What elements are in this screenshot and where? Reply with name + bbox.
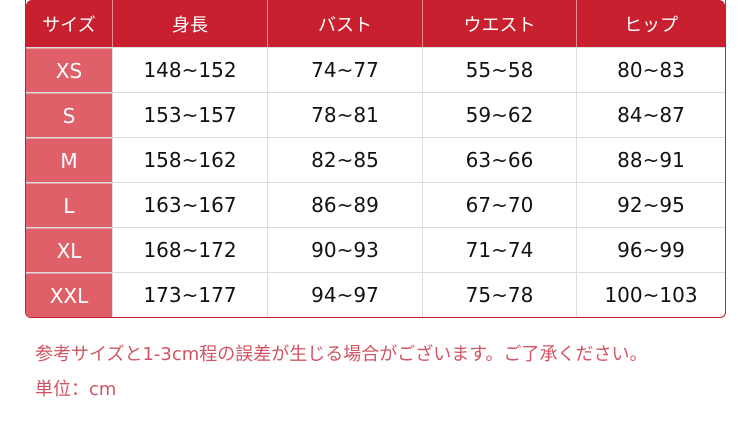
cell-bust: 82~85 [267, 138, 422, 182]
cell-height: 148~152 [112, 48, 267, 92]
table-header-row: サイズ 身長 バスト ウエスト ヒップ [26, 0, 725, 47]
disclaimer-note: 参考サイズと1-3cm程の誤差が生じる場合がございます。ご了承ください。 [35, 344, 648, 365]
cell-waist: 67~70 [422, 183, 576, 227]
unit-note: 単位：cm [35, 379, 117, 400]
header-waist: ウエスト [422, 0, 576, 47]
header-height: 身長 [112, 0, 267, 47]
cell-hip: 80~83 [576, 48, 725, 92]
cell-size: XXL [26, 273, 112, 317]
cell-bust: 74~77 [267, 48, 422, 92]
cell-bust: 78~81 [267, 93, 422, 137]
header-hip: ヒップ [576, 0, 725, 47]
cell-bust: 94~97 [267, 273, 422, 317]
table-row: XS 148~152 74~77 55~58 80~83 [26, 47, 725, 92]
header-bust: バスト [267, 0, 422, 47]
cell-size: XL [26, 228, 112, 272]
table-row: L 163~167 86~89 67~70 92~95 [26, 182, 725, 227]
cell-size: XS [26, 48, 112, 92]
cell-waist: 75~78 [422, 273, 576, 317]
cell-bust: 90~93 [267, 228, 422, 272]
cell-waist: 59~62 [422, 93, 576, 137]
cell-height: 168~172 [112, 228, 267, 272]
cell-height: 153~157 [112, 93, 267, 137]
cell-height: 163~167 [112, 183, 267, 227]
header-size: サイズ [42, 14, 96, 36]
table-row: XXL 173~177 94~97 75~78 100~103 [26, 272, 725, 317]
table-row: S 153~157 78~81 59~62 84~87 [26, 92, 725, 137]
cell-waist: 55~58 [422, 48, 576, 92]
table-row: XL 168~172 90~93 71~74 96~99 [26, 227, 725, 272]
cell-hip: 84~87 [576, 93, 725, 137]
cell-hip: 100~103 [576, 273, 725, 317]
cell-waist: 71~74 [422, 228, 576, 272]
cell-size: S [26, 93, 112, 137]
table-row: M 158~162 82~85 63~66 88~91 [26, 137, 725, 182]
cell-height: 158~162 [112, 138, 267, 182]
cell-hip: 92~95 [576, 183, 725, 227]
cell-size: L [26, 183, 112, 227]
cell-hip: 88~91 [576, 138, 725, 182]
cell-size: M [26, 138, 112, 182]
cell-hip: 96~99 [576, 228, 725, 272]
size-chart-table: サイズ 身長 バスト ウエスト ヒップ XS 148~152 74~77 55~58 8… [25, 0, 726, 318]
cell-waist: 63~66 [422, 138, 576, 182]
cell-height: 173~177 [112, 273, 267, 317]
cell-bust: 86~89 [267, 183, 422, 227]
